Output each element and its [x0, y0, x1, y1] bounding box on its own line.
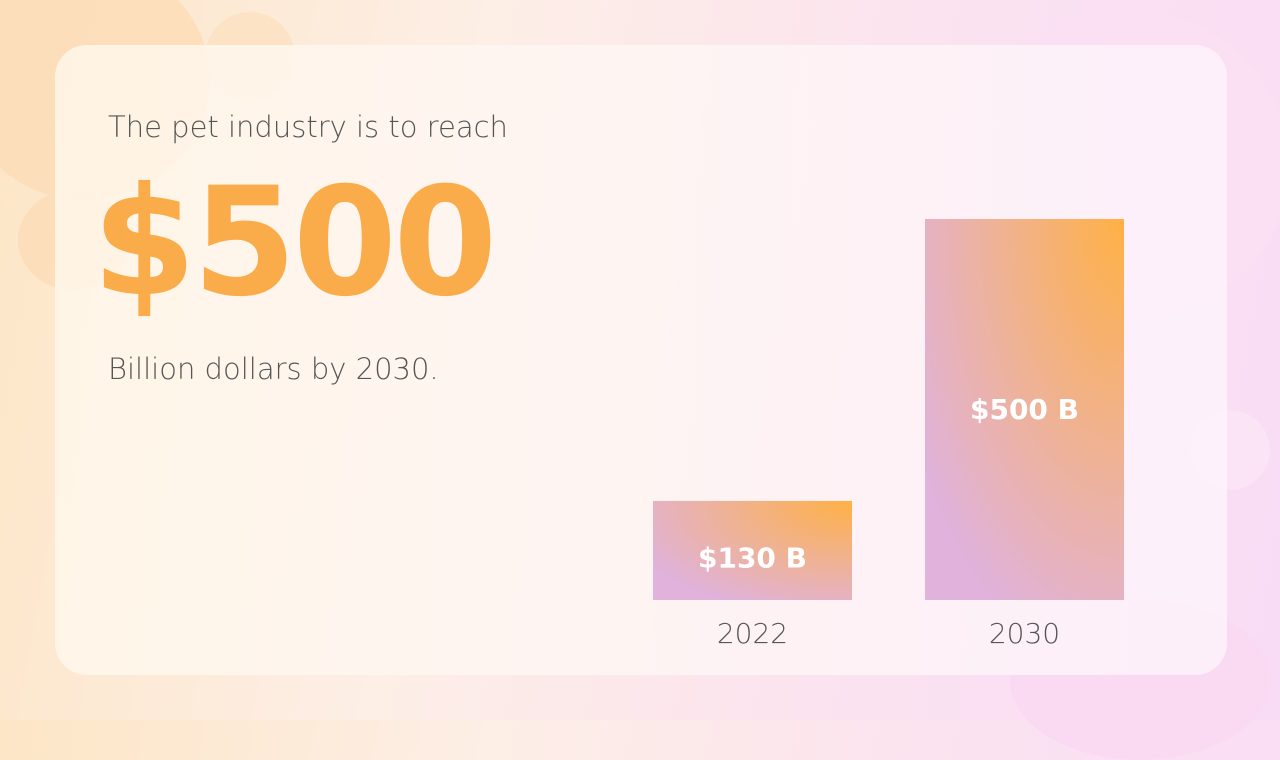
x-tick-label: 2030	[989, 617, 1060, 650]
sub-text: Billion dollars by 2030.	[108, 352, 439, 386]
bar-chart: $130 B 2022 $500 B 2030	[653, 219, 1124, 650]
bar-2030	[925, 219, 1124, 600]
headline-value: $500	[92, 156, 497, 330]
lead-text: The pet industry is to reach	[108, 110, 508, 144]
x-tick-label: 2022	[717, 617, 788, 650]
bar-2022	[653, 500, 852, 600]
bar-data-label: $130 B	[698, 541, 807, 574]
bar-data-label: $500 B	[970, 393, 1079, 426]
